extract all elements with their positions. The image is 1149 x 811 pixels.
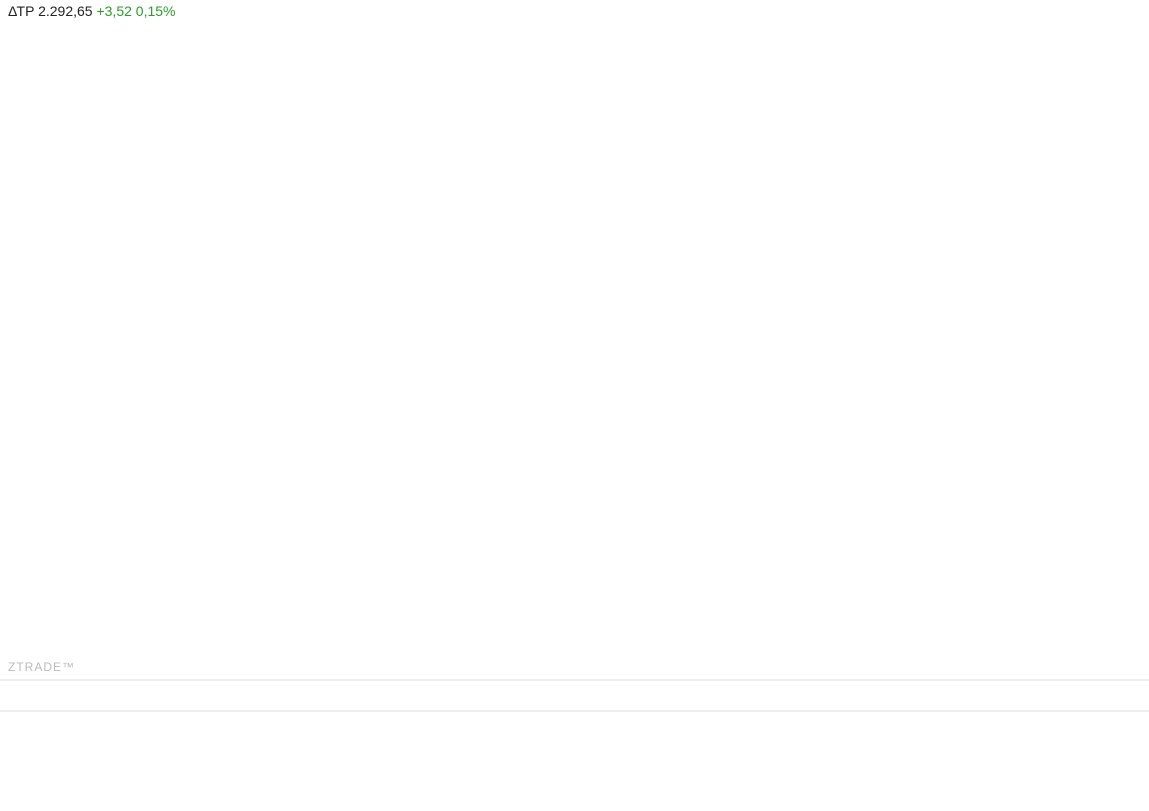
change-pct: 0,15% — [136, 3, 176, 19]
symbol: ΔΤΡ — [8, 3, 34, 19]
header-symbol: ΔΤΡ 2.292,65 +3,52 0,15% — [8, 3, 176, 19]
change: +3,52 — [96, 3, 132, 19]
header-price: 2.292,65 — [38, 3, 93, 19]
watermark: ZTRADE™ — [8, 660, 75, 674]
overlay: ΔΤΡ 2.292,65 +3,52 0,15% ZTRADE™ — [8, 3, 176, 674]
